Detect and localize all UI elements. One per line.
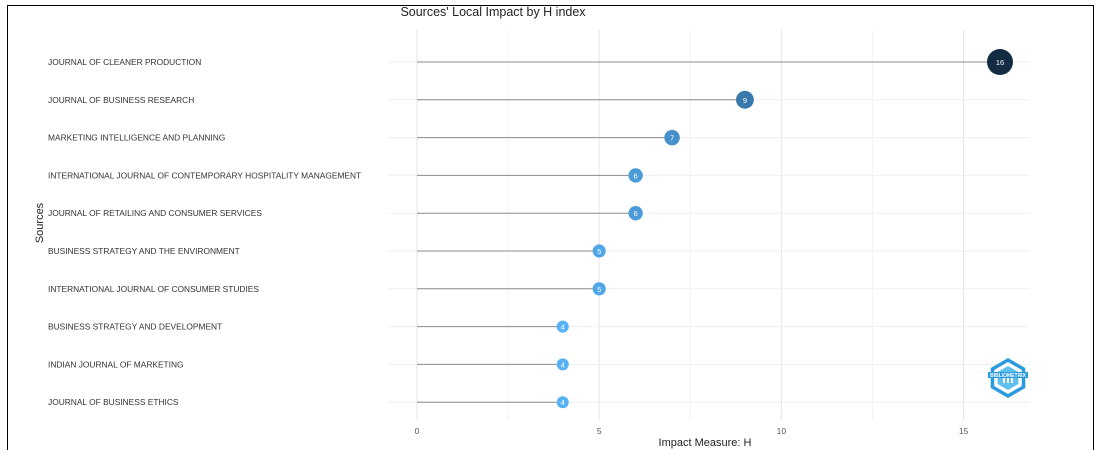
x-tick-label: 5 bbox=[597, 426, 602, 436]
y-axis-label: Sources bbox=[34, 202, 46, 243]
y-tick-label: JOURNAL OF BUSINESS RESEARCH bbox=[48, 95, 194, 105]
x-tick-label: 0 bbox=[415, 426, 420, 436]
data-label: 6 bbox=[634, 171, 638, 180]
data-label: 4 bbox=[561, 323, 565, 332]
y-tick-label: JOURNAL OF BUSINESS ETHICS bbox=[48, 397, 179, 407]
x-axis-label: Impact Measure: H bbox=[659, 437, 752, 449]
y-tick-label: BUSINESS STRATEGY AND THE ENVIRONMENT bbox=[48, 246, 240, 256]
chart-title: Sources' Local Impact by H index bbox=[400, 5, 586, 19]
frame-left-border bbox=[7, 5, 8, 450]
y-tick-label: INTERNATIONAL JOURNAL OF CONTEMPORARY HO… bbox=[48, 170, 361, 180]
data-label: 4 bbox=[561, 398, 565, 407]
x-tick-label: 15 bbox=[959, 426, 969, 436]
lollipop-point bbox=[664, 129, 680, 146]
y-tick-labels: JOURNAL OF CLEANER PRODUCTION JOURNAL OF … bbox=[48, 57, 361, 407]
bibliometrix-logo: BIBLIOMETRIX bbox=[988, 358, 1028, 398]
frame-top-border bbox=[7, 5, 1094, 6]
y-tick-label: JOURNAL OF CLEANER PRODUCTION bbox=[48, 57, 201, 67]
lollipop-point bbox=[987, 49, 1013, 75]
lollipop-point bbox=[556, 320, 569, 333]
chart-marks: 16 9 7 6 6 5 5 4 4 4 bbox=[417, 49, 1013, 409]
data-label: 16 bbox=[996, 58, 1004, 67]
data-label: 5 bbox=[597, 285, 601, 294]
lollipop-point bbox=[592, 244, 606, 258]
data-label: 9 bbox=[743, 96, 747, 105]
y-tick-label: INTERNATIONAL JOURNAL OF CONSUMER STUDIE… bbox=[48, 284, 259, 294]
y-tick-label: BUSINESS STRATEGY AND DEVELOPMENT bbox=[48, 322, 222, 332]
x-tick-labels: 0 5 10 15 bbox=[415, 426, 969, 436]
y-tick-label: JOURNAL OF RETAILING AND CONSUMER SERVIC… bbox=[48, 208, 262, 218]
data-label: 5 bbox=[597, 247, 601, 256]
lollipop-point bbox=[628, 206, 643, 221]
lollipop-point bbox=[556, 396, 569, 409]
frame-right-border bbox=[1093, 5, 1094, 450]
lollipop-point bbox=[556, 358, 569, 371]
data-label: 6 bbox=[634, 209, 638, 218]
lollipop-point bbox=[736, 90, 754, 109]
grid-lines bbox=[388, 30, 1030, 420]
lollipop-point bbox=[628, 168, 643, 183]
x-tick-label: 10 bbox=[777, 426, 787, 436]
lollipop-point bbox=[592, 282, 606, 296]
data-label: 4 bbox=[561, 360, 565, 369]
data-label: 7 bbox=[670, 134, 674, 143]
y-tick-label: INDIAN JOURNAL OF MARKETING bbox=[48, 359, 184, 369]
logo-text: BIBLIOMETRIX bbox=[990, 373, 1026, 379]
y-tick-label: MARKETING INTELLIGENCE AND PLANNING bbox=[48, 133, 225, 143]
